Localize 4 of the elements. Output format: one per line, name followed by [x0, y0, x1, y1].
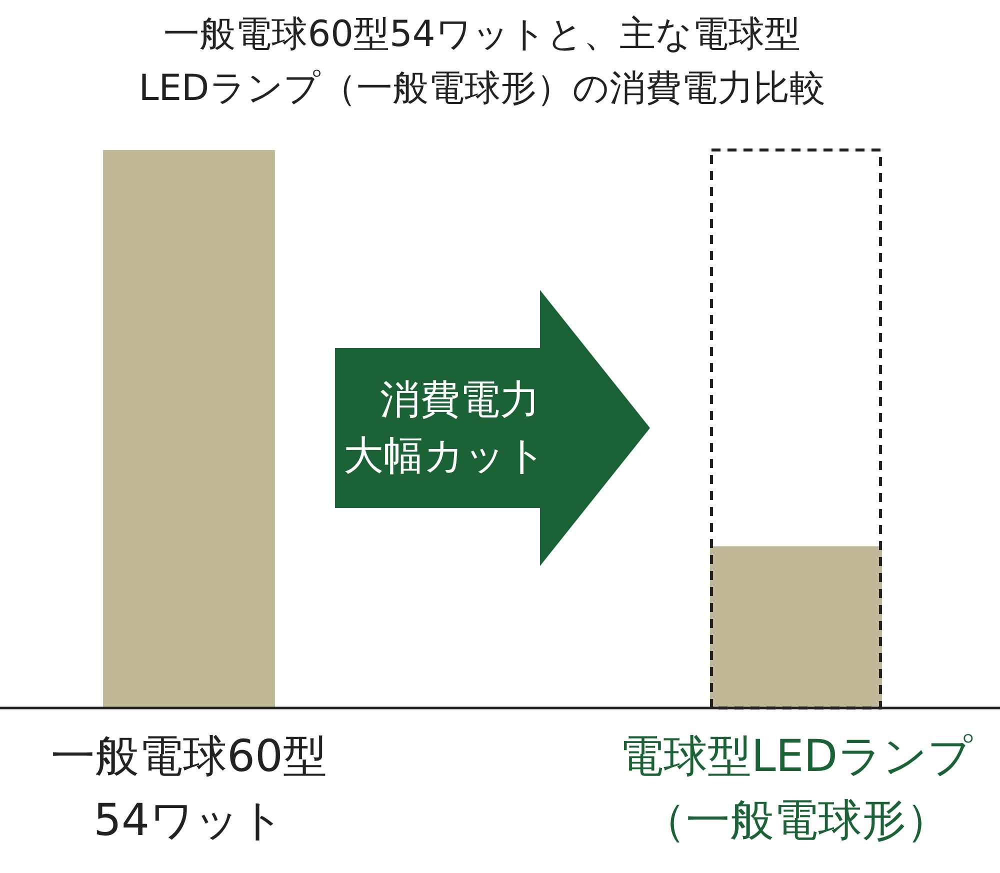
chart-title: 一般電球60型54ワットと、主な電球型LEDランプ（一般電球形）の消費電力比較	[138, 13, 826, 111]
x-tick-label: 一般電球60型54ワット	[50, 730, 328, 848]
x-tick-label: 電球型LEDランプ（一般電球形）	[618, 730, 974, 848]
annotation: 消費電力大幅カット	[342, 376, 548, 481]
